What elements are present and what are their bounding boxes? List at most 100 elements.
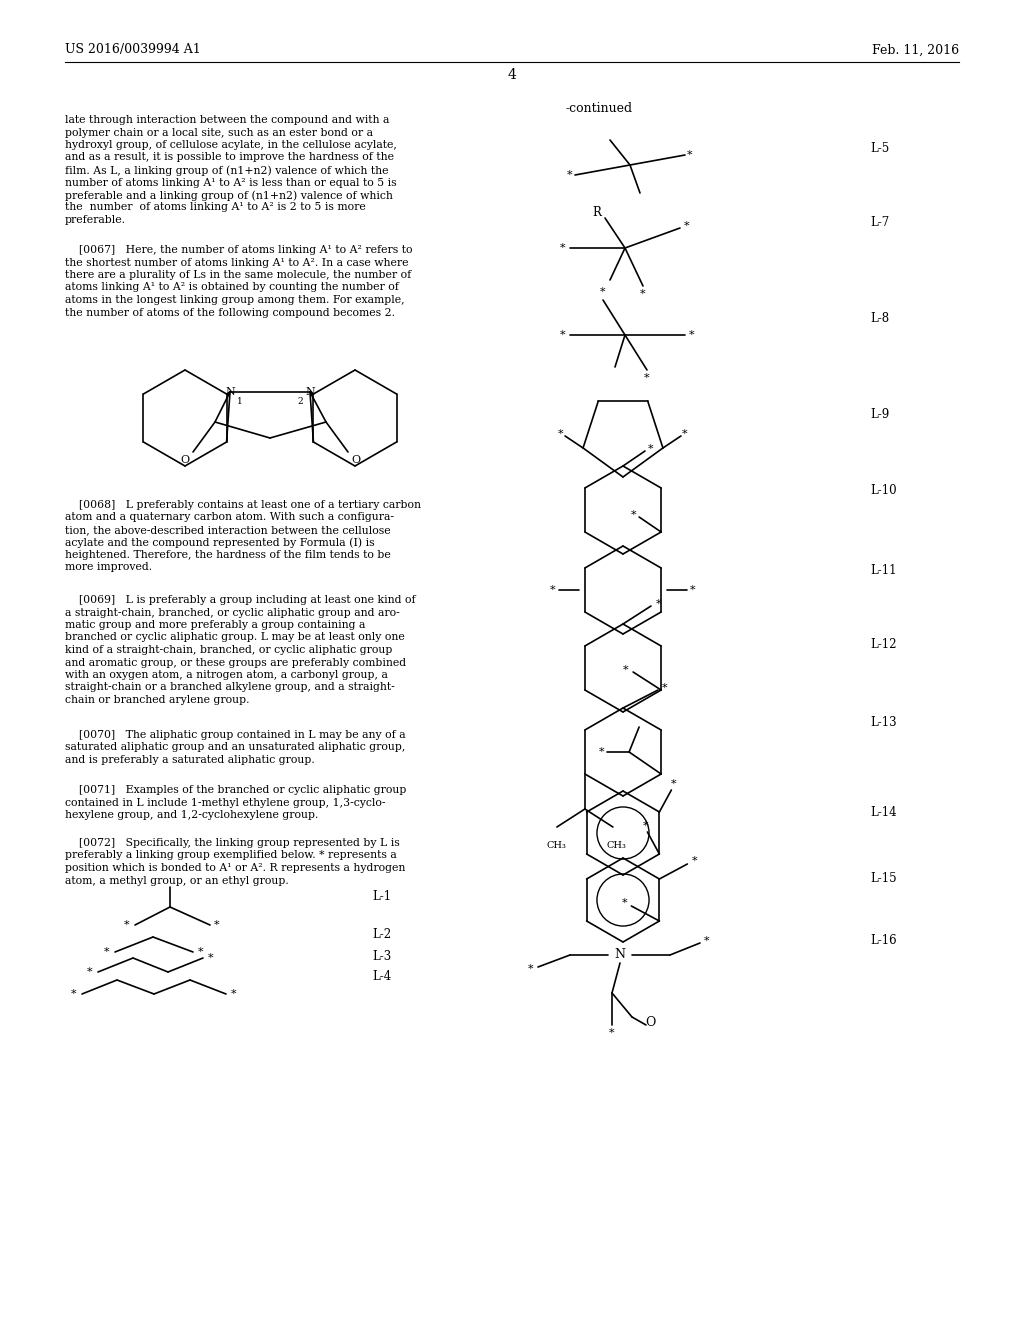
Text: and aromatic group, or these groups are preferably combined: and aromatic group, or these groups are … <box>65 657 407 668</box>
Text: the  number  of atoms linking A¹ to A² is 2 to 5 is more: the number of atoms linking A¹ to A² is … <box>65 202 366 213</box>
Text: the shortest number of atoms linking A¹ to A². In a case where: the shortest number of atoms linking A¹ … <box>65 257 409 268</box>
Text: film. As L, a linking group of (n1+n2) valence of which the: film. As L, a linking group of (n1+n2) v… <box>65 165 388 176</box>
Text: *: * <box>560 330 566 341</box>
Text: hydroxyl group, of cellulose acylate, in the cellulose acylate,: hydroxyl group, of cellulose acylate, in… <box>65 140 397 150</box>
Text: *: * <box>199 946 204 957</box>
Text: *: * <box>567 170 572 180</box>
Text: branched or cyclic aliphatic group. L may be at least only one: branched or cyclic aliphatic group. L ma… <box>65 632 404 643</box>
Text: position which is bonded to A¹ or A². R represents a hydrogen: position which is bonded to A¹ or A². R … <box>65 863 406 873</box>
Text: N: N <box>614 949 626 961</box>
Text: *: * <box>682 429 688 440</box>
Text: L-10: L-10 <box>870 483 897 496</box>
Text: *: * <box>640 289 646 300</box>
Text: *: * <box>622 898 627 908</box>
Text: preferable.: preferable. <box>65 215 126 224</box>
Text: *: * <box>690 585 696 595</box>
Text: tion, the above-described interaction between the cellulose: tion, the above-described interaction be… <box>65 525 390 535</box>
Text: *: * <box>689 330 695 341</box>
Text: *: * <box>104 946 110 957</box>
Text: *: * <box>691 855 697 866</box>
Text: *: * <box>528 964 534 974</box>
Text: CH₃: CH₃ <box>607 841 627 850</box>
Text: O: O <box>180 455 189 465</box>
Text: *: * <box>598 747 604 756</box>
Text: hexylene group, and 1,2-cyclohexylene group.: hexylene group, and 1,2-cyclohexylene gr… <box>65 810 318 820</box>
Text: heightened. Therefore, the hardness of the film tends to be: heightened. Therefore, the hardness of t… <box>65 550 391 560</box>
Text: atom, a methyl group, or an ethyl group.: atom, a methyl group, or an ethyl group. <box>65 875 289 886</box>
Text: L-16: L-16 <box>870 933 897 946</box>
Text: O: O <box>351 455 360 465</box>
Text: *: * <box>560 243 566 253</box>
Text: and is preferably a saturated aliphatic group.: and is preferably a saturated aliphatic … <box>65 755 314 766</box>
Text: O: O <box>645 1015 655 1028</box>
Text: [0069]   L is preferably a group including at least one kind of: [0069] L is preferably a group including… <box>65 595 416 605</box>
Text: L-1: L-1 <box>372 891 391 903</box>
Text: *: * <box>631 510 636 520</box>
Text: L-8: L-8 <box>870 312 889 325</box>
Text: chain or branched arylene group.: chain or branched arylene group. <box>65 696 250 705</box>
Text: atoms linking A¹ to A² is obtained by counting the number of: atoms linking A¹ to A² is obtained by co… <box>65 282 399 293</box>
Text: *: * <box>671 779 676 789</box>
Text: 4: 4 <box>508 69 516 82</box>
Text: *: * <box>623 665 628 675</box>
Text: L-4: L-4 <box>372 969 391 982</box>
Text: *: * <box>684 220 690 231</box>
Text: number of atoms linking A¹ to A² is less than or equal to 5 is: number of atoms linking A¹ to A² is less… <box>65 177 396 187</box>
Text: N: N <box>305 387 314 397</box>
Text: matic group and more preferably a group containing a: matic group and more preferably a group … <box>65 620 366 630</box>
Text: L-2: L-2 <box>372 928 391 940</box>
Text: the number of atoms of the following compound becomes 2.: the number of atoms of the following com… <box>65 308 395 318</box>
Text: *: * <box>208 953 214 964</box>
Text: *: * <box>705 936 710 946</box>
Text: there are a plurality of Ls in the same molecule, the number of: there are a plurality of Ls in the same … <box>65 271 412 280</box>
Text: *: * <box>656 599 662 609</box>
Text: *: * <box>558 429 564 440</box>
Text: acylate and the compound represented by Formula (I) is: acylate and the compound represented by … <box>65 537 375 548</box>
Text: [0070]   The aliphatic group contained in L may be any of a: [0070] The aliphatic group contained in … <box>65 730 406 741</box>
Text: *: * <box>609 1028 614 1038</box>
Text: *: * <box>87 968 93 977</box>
Text: L-12: L-12 <box>870 639 896 652</box>
Text: straight-chain or a branched alkylene group, and a straight-: straight-chain or a branched alkylene gr… <box>65 682 394 693</box>
Text: [0067]   Here, the number of atoms linking A¹ to A² refers to: [0067] Here, the number of atoms linking… <box>65 246 413 255</box>
Text: *: * <box>72 989 77 999</box>
Text: L-14: L-14 <box>870 805 897 818</box>
Text: CH₃: CH₃ <box>547 841 567 850</box>
Text: polymer chain or a local site, such as an ester bond or a: polymer chain or a local site, such as a… <box>65 128 373 137</box>
Text: L-11: L-11 <box>870 564 896 577</box>
Text: L-15: L-15 <box>870 871 897 884</box>
Text: *: * <box>600 286 606 297</box>
Text: Feb. 11, 2016: Feb. 11, 2016 <box>871 44 959 57</box>
Text: *: * <box>643 821 648 832</box>
Text: more improved.: more improved. <box>65 562 153 573</box>
Text: [0068]   L preferably contains at least one of a tertiary carbon: [0068] L preferably contains at least on… <box>65 500 421 510</box>
Text: kind of a straight-chain, branched, or cyclic aliphatic group: kind of a straight-chain, branched, or c… <box>65 645 392 655</box>
Text: a straight-chain, branched, or cyclic aliphatic group and aro-: a straight-chain, branched, or cyclic al… <box>65 607 399 618</box>
Text: atom and a quaternary carbon atom. With such a configura-: atom and a quaternary carbon atom. With … <box>65 512 394 523</box>
Text: with an oxygen atom, a nitrogen atom, a carbonyl group, a: with an oxygen atom, a nitrogen atom, a … <box>65 671 388 680</box>
Text: *: * <box>648 444 653 454</box>
Text: -continued: -continued <box>565 102 632 115</box>
Text: L-13: L-13 <box>870 717 897 730</box>
Text: late through interaction between the compound and with a: late through interaction between the com… <box>65 115 389 125</box>
Text: saturated aliphatic group and an unsaturated aliphatic group,: saturated aliphatic group and an unsatur… <box>65 742 406 752</box>
Text: *: * <box>644 374 650 383</box>
Text: *: * <box>687 150 693 160</box>
Text: preferably a linking group exemplified below. * represents a: preferably a linking group exemplified b… <box>65 850 396 861</box>
Text: N: N <box>225 387 234 397</box>
Text: [0072]   Specifically, the linking group represented by L is: [0072] Specifically, the linking group r… <box>65 838 399 847</box>
Text: 2: 2 <box>297 397 303 407</box>
Text: 1: 1 <box>238 397 243 407</box>
Text: US 2016/0039994 A1: US 2016/0039994 A1 <box>65 44 201 57</box>
Text: *: * <box>550 585 556 595</box>
Text: *: * <box>663 682 668 693</box>
Text: L-3: L-3 <box>372 949 391 962</box>
Text: L-9: L-9 <box>870 408 889 421</box>
Text: R: R <box>593 206 601 219</box>
Text: L-5: L-5 <box>870 141 889 154</box>
Text: *: * <box>231 989 237 999</box>
Text: contained in L include 1-methyl ethylene group, 1,3-cyclo-: contained in L include 1-methyl ethylene… <box>65 797 385 808</box>
Text: L-7: L-7 <box>870 215 889 228</box>
Text: *: * <box>124 920 130 931</box>
Text: and as a result, it is possible to improve the hardness of the: and as a result, it is possible to impro… <box>65 153 394 162</box>
